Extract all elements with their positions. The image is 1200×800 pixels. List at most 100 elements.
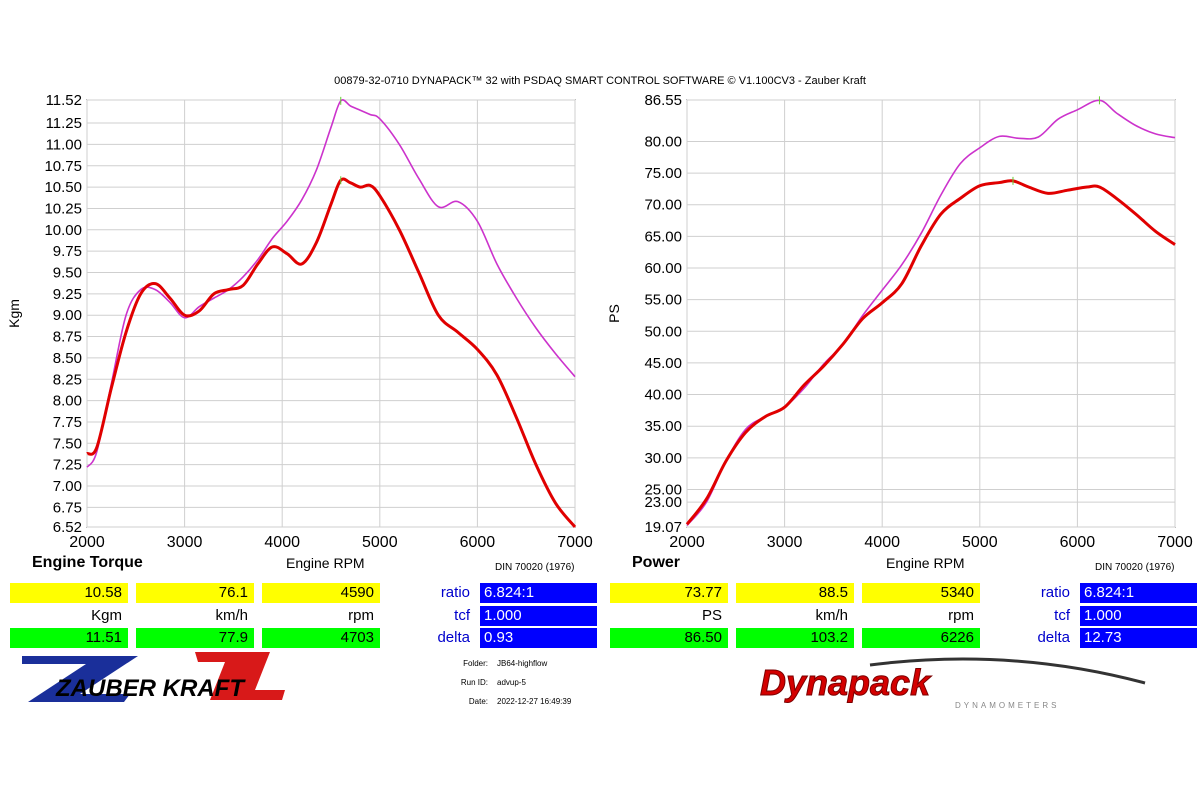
dynapack-logo: Dynapack DYNAMOMETERS	[760, 657, 1146, 710]
torque-xtick-label: 7000	[557, 534, 593, 551]
torque-param-label-tcf: tcf	[400, 606, 476, 626]
torque-ytick-label: 7.50	[53, 435, 82, 452]
power-xtick-label: 2000	[669, 534, 705, 551]
power-param-label-delta: delta	[1000, 628, 1076, 648]
power-ytick-label: 80.00	[644, 133, 682, 150]
torque-param-value-ratio: 6.824:1	[480, 583, 597, 603]
power-plot-area	[686, 99, 1176, 528]
zauber-kraft-logo: ZAUBER KRAFT	[22, 652, 285, 702]
torque-ytick-label: 6.75	[53, 499, 82, 516]
zk-logo-k-shape	[195, 652, 285, 700]
torque-ytick-label: 7.00	[53, 478, 82, 495]
torque-ytick-label: 11.52	[46, 92, 82, 109]
torque-xtick-label: 3000	[167, 534, 203, 551]
power-peak-value: 86.50	[610, 628, 728, 648]
power-param-value-ratio: 6.824:1	[1080, 583, 1197, 603]
power-ytick-label: 55.00	[644, 292, 682, 309]
dynapack-logo-text: Dynapack	[760, 662, 932, 703]
torque-rpm-unit: rpm	[262, 606, 380, 626]
torque-param-value-delta: 0.93	[480, 628, 597, 648]
power-series-red	[685, 179, 1176, 526]
torque-ytick-label: 10.75	[44, 158, 82, 175]
power-xtick-label: 7000	[1157, 534, 1193, 551]
torque-ytick-label: 8.25	[53, 371, 82, 388]
power-peak-speed: 103.2	[736, 628, 854, 648]
torque-param-value-tcf: 1.000	[480, 606, 597, 626]
torque-param-label-delta: delta	[400, 628, 476, 648]
power-ylabel: PS	[606, 304, 622, 323]
run-date-label: Date:	[468, 697, 488, 706]
power-ytick-label: 65.00	[644, 228, 682, 245]
power-ytick-label: 75.00	[644, 165, 682, 182]
torque-ytick-label: 9.50	[53, 265, 82, 282]
torque-xlabel: Engine RPM	[286, 555, 365, 571]
torque-ytick-label: 10.00	[44, 222, 82, 239]
power-ytick-label: 19.07	[644, 519, 682, 536]
torque-readout-value: 10.58	[10, 583, 128, 603]
torque-ytick-label: 9.75	[53, 243, 82, 260]
torque-xtick-label: 4000	[264, 534, 300, 551]
power-xlabel: Engine RPM	[886, 555, 965, 571]
power-ytick-label: 30.00	[644, 450, 682, 467]
power-ytick-label: 25.00	[644, 481, 682, 498]
power-readout-value: 73.77	[610, 583, 728, 603]
dynapack-logo-subtext: DYNAMOMETERS	[955, 701, 1059, 710]
power-ytick-label: 40.00	[644, 387, 682, 404]
power-panel-title: Power	[632, 554, 681, 571]
torque-ytick-label: 10.25	[44, 200, 82, 217]
torque-ytick-label: 11.00	[46, 136, 82, 153]
power-ytick-label: 70.00	[644, 197, 682, 214]
torque-ytick-label: 11.25	[46, 115, 82, 132]
power-xtick-label: 3000	[767, 534, 803, 551]
power-readout-speed: 88.5	[736, 583, 854, 603]
run-folder-value: JB64-highflow	[497, 659, 548, 668]
run-date-value: 2022-12-27 16:49:39	[497, 697, 572, 706]
power-unit-label: PS	[610, 606, 728, 626]
power-xtick-label: 6000	[1060, 534, 1096, 551]
power-xtick-label: 5000	[962, 534, 998, 551]
torque-unit-label: Kgm	[10, 606, 128, 626]
power-ytick-label: 35.00	[644, 418, 682, 435]
power-ytick-label: 60.00	[644, 260, 682, 277]
torque-series-magenta	[86, 99, 576, 468]
torque-peak-rpm: 4703	[262, 628, 380, 648]
torque-ytick-label: 7.25	[53, 457, 82, 474]
torque-ylabel: Kgm	[6, 299, 22, 328]
torque-ytick-label: 9.25	[53, 286, 82, 303]
chart-header-title: 00879-32-0710 DYNAPACK™ 32 with PSDAQ SM…	[334, 75, 866, 87]
torque-series-red	[86, 177, 577, 528]
power-din-standard: DIN 70020 (1976)	[1095, 562, 1175, 573]
torque-peak-speed: 77.9	[136, 628, 254, 648]
torque-ytick-label: 8.75	[53, 329, 82, 346]
torque-ytick-label: 8.00	[53, 393, 82, 410]
power-peak-rpm: 6226	[862, 628, 980, 648]
power-ytick-label: 86.55	[644, 92, 682, 109]
zk-logo-z-shape	[22, 656, 138, 702]
torque-xtick-label: 5000	[362, 534, 398, 551]
run-id-value: advup-5	[497, 678, 526, 687]
torque-panel-title: Engine Torque	[32, 554, 143, 571]
zk-logo-text: ZAUBER KRAFT	[55, 675, 246, 702]
torque-ytick-label: 7.75	[53, 414, 82, 431]
power-readout-rpm: 5340	[862, 583, 980, 603]
power-param-label-ratio: ratio	[1000, 583, 1076, 603]
power-param-value-delta: 12.73	[1080, 628, 1197, 648]
torque-readout-rpm: 4590	[262, 583, 380, 603]
torque-peak-value: 11.51	[10, 628, 128, 648]
power-ytick-label: 50.00	[644, 323, 682, 340]
dynapack-logo-swoosh	[869, 657, 1146, 685]
power-xtick-label: 4000	[864, 534, 900, 551]
torque-ytick-label: 6.52	[53, 519, 82, 536]
power-speed-unit: km/h	[736, 606, 854, 626]
torque-ytick-label: 8.50	[53, 350, 82, 367]
torque-ytick-label: 10.50	[44, 179, 82, 196]
power-ytick-label: 23.00	[644, 494, 682, 511]
torque-ytick-label: 9.00	[53, 307, 82, 324]
torque-xtick-label: 6000	[460, 534, 496, 551]
torque-param-label-ratio: ratio	[400, 583, 476, 603]
torque-readout-speed: 76.1	[136, 583, 254, 603]
power-param-value-tcf: 1.000	[1080, 606, 1197, 626]
torque-xtick-label: 2000	[69, 534, 105, 551]
run-id-label: Run ID:	[460, 678, 488, 687]
